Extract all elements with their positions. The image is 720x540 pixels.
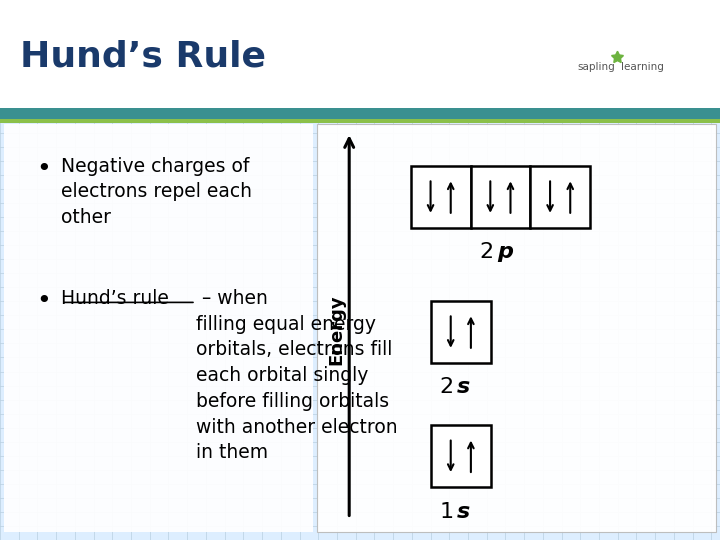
Text: Hund’s rule: Hund’s rule <box>61 289 169 308</box>
Text: p: p <box>497 242 513 262</box>
Text: Energy: Energy <box>327 294 345 364</box>
Bar <box>431 301 491 363</box>
Bar <box>531 166 590 228</box>
Text: s: s <box>457 377 470 397</box>
Bar <box>410 166 471 228</box>
Bar <box>471 166 530 228</box>
FancyBboxPatch shape <box>317 124 716 532</box>
Bar <box>0 108 720 120</box>
Text: •: • <box>36 157 50 180</box>
Text: Negative charges of
electrons repel each
other: Negative charges of electrons repel each… <box>61 157 252 227</box>
FancyBboxPatch shape <box>4 124 313 532</box>
Text: 2: 2 <box>479 242 493 262</box>
Text: 2: 2 <box>439 377 454 397</box>
Bar <box>0 0 720 108</box>
Text: •: • <box>36 289 50 313</box>
Text: learning: learning <box>621 63 664 72</box>
Text: – when
filling equal energy
orbitals, electrons fill
each orbital singly
before : – when filling equal energy orbitals, el… <box>196 289 397 462</box>
Text: 1: 1 <box>439 502 454 522</box>
Text: Hund’s Rule: Hund’s Rule <box>20 40 266 73</box>
Bar <box>431 426 491 487</box>
Text: sapling: sapling <box>578 63 616 72</box>
Bar <box>0 119 720 123</box>
Text: s: s <box>457 502 470 522</box>
